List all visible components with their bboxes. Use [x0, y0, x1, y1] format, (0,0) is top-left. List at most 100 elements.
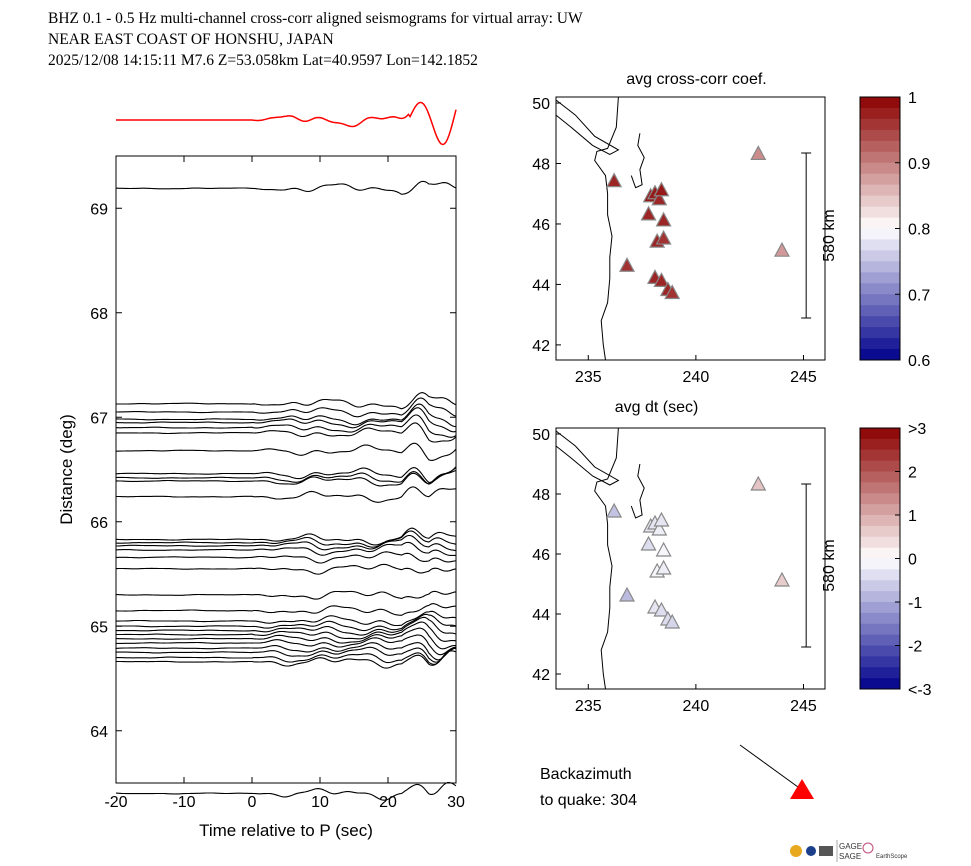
- colorbar-tick-label: 0: [908, 552, 917, 569]
- station-marker: [655, 541, 672, 557]
- colorbar-segment: [860, 173, 900, 186]
- y-tick-label: 65: [90, 619, 108, 636]
- map-x-tick-label: 245: [790, 369, 817, 386]
- colorbar-tick-label: 2: [908, 465, 917, 482]
- colorbar-segment: [860, 515, 900, 527]
- seismogram-trace: [116, 397, 457, 418]
- colorbar-segment: [860, 623, 900, 636]
- station-marker: [773, 241, 790, 257]
- seismogram-traces: [115, 180, 457, 801]
- station-marker: [664, 284, 681, 300]
- backazimuth-value: to quake: 304: [540, 792, 637, 809]
- colorbar-segment: [860, 217, 900, 229]
- map-y-tick-label: 46: [532, 547, 550, 564]
- map-panel-1: 235 240 245 42 44 46 48 50 580 km 1 0.9 0.8 0.7 0.6: [532, 90, 930, 386]
- seismogram-trace: [116, 551, 457, 564]
- x-tick-label: 20: [379, 794, 397, 811]
- station-marker: [619, 257, 636, 272]
- seismogram-trace: [116, 613, 457, 632]
- coastline: [594, 427, 619, 690]
- station-marker: [773, 571, 790, 587]
- colorbar-segment: [860, 438, 900, 451]
- colorbar-segment: [860, 602, 900, 614]
- colorbar-tick-label: 0.8: [908, 222, 930, 239]
- y-tick-label: 69: [90, 201, 108, 218]
- colorbar-segment: [860, 645, 900, 657]
- seismogram-trace: [116, 610, 457, 627]
- colorbar-tick-label: -1: [908, 595, 922, 612]
- colorbar-segment: [860, 460, 900, 472]
- map-y-tick-label: 44: [532, 607, 550, 624]
- colorbar-tick-label: 0.9: [908, 156, 930, 173]
- colorbar-segment: [860, 428, 900, 440]
- colorbar-segment: [860, 283, 900, 295]
- colorbar-tick-label: 0.7: [908, 287, 930, 304]
- colorbar-segment: [860, 162, 900, 175]
- gage-logo-text: GAGE: [839, 842, 862, 851]
- colorbar-segment: [860, 667, 900, 679]
- colorbar-tick-label: 1: [908, 508, 917, 525]
- colorbar-tick-label: >3: [908, 421, 926, 438]
- map-frame: [555, 427, 826, 690]
- coastline: [555, 99, 620, 155]
- map-x-tick-label: 245: [790, 698, 817, 715]
- colorbar-segment: [860, 338, 900, 350]
- x-axis-label: Time relative to P (sec): [199, 821, 373, 840]
- station-marker: [640, 205, 657, 221]
- map-x-tick-label: 240: [683, 369, 710, 386]
- map-y-tick-label: 48: [532, 487, 550, 504]
- scale-bar-label: 580 km: [821, 539, 838, 591]
- station-marker: [750, 145, 767, 161]
- station-marker: [606, 172, 623, 188]
- colorbar-segment: [860, 580, 900, 592]
- map-x-tick-label: 235: [575, 369, 602, 386]
- earthscope-logo-text: EarthScope: [876, 854, 908, 860]
- colorbar-tick-label: 0.6: [908, 353, 930, 370]
- map-x-tick-label: 235: [575, 698, 602, 715]
- map-y-tick-label: 50: [532, 96, 550, 113]
- seismogram-trace: [115, 407, 457, 433]
- colorbar-segment: [860, 656, 900, 668]
- colorbar-segment: [860, 140, 900, 153]
- coastline: [630, 463, 645, 519]
- station-marker: [651, 520, 668, 536]
- backazimuth-arrow: [739, 744, 799, 788]
- colorbar-segment: [860, 569, 900, 581]
- seismogram-trace: [116, 180, 457, 195]
- seismogram-trace: [116, 647, 456, 665]
- station-marker: [606, 502, 623, 518]
- quake-direction-marker: [790, 779, 814, 799]
- seismogram-trace: [115, 530, 457, 548]
- x-tick-label: -10: [172, 794, 195, 811]
- seismogram-trace: [116, 621, 457, 642]
- colorbar-segment: [860, 482, 900, 494]
- y-axis-label: Distance (deg): [57, 414, 76, 525]
- x-tick-label: 10: [311, 794, 329, 811]
- station-marker: [619, 586, 636, 602]
- x-tick-label: 30: [447, 794, 465, 811]
- map-panel-2: 235 240 245 42 44 46 48 50 580 km >3 2 1 0 -1 -2 <-3: [532, 421, 931, 715]
- colorbar-segment: [860, 97, 900, 109]
- y-tick-label: 66: [90, 515, 108, 532]
- colorbar-segment: [860, 195, 900, 208]
- seismogram-trace: [116, 534, 457, 552]
- station-marker: [653, 272, 670, 288]
- colorbar-tick-label: 1: [908, 90, 917, 107]
- seismogram-trace: [116, 403, 457, 428]
- seismogram-trace: [116, 603, 456, 616]
- colorbar-segment: [860, 634, 900, 646]
- seismogram-trace: [116, 616, 457, 636]
- colorbar-segment: [860, 591, 900, 603]
- colorbar-segment: [860, 504, 900, 516]
- colorbar-segment: [860, 261, 900, 273]
- colorbar-segment: [860, 228, 900, 240]
- colorbar-segment: [860, 151, 900, 164]
- colorbar-segment: [860, 678, 900, 690]
- colorbar-segment: [860, 316, 900, 328]
- colorbar-segment: [860, 239, 900, 251]
- scale-bar-label: 580 km: [821, 209, 838, 261]
- colorbar-segment: [860, 349, 900, 361]
- stack-trace: [116, 101, 457, 146]
- figure-header: BHZ 0.1 - 0.5 Hz multi-channel cross-cor…: [48, 8, 583, 71]
